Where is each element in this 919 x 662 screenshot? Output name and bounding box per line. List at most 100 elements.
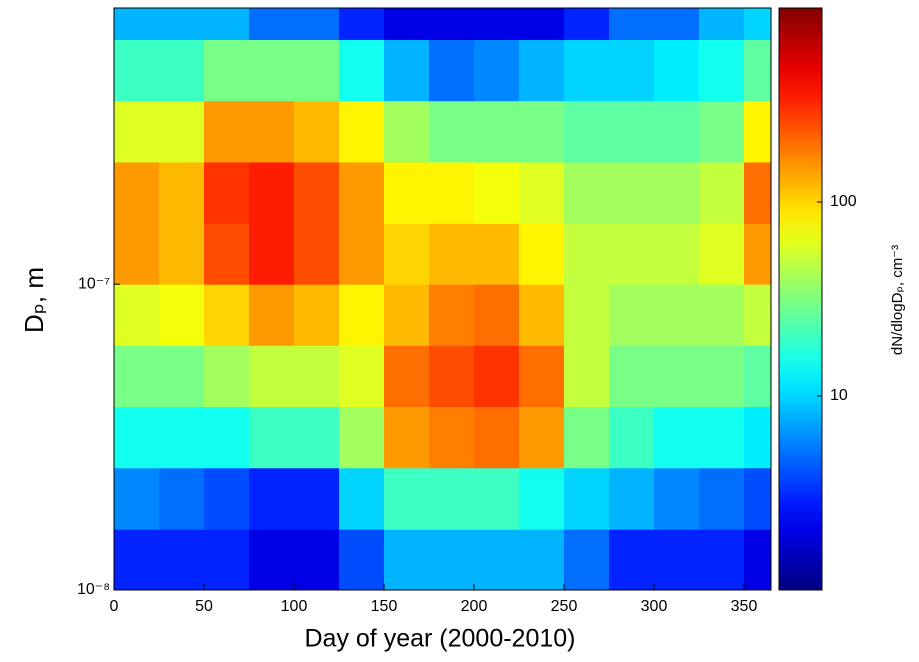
heatmap-cell xyxy=(294,406,340,469)
heatmap-cell xyxy=(474,406,520,469)
heatmap-cell xyxy=(294,467,340,530)
heatmap-cell xyxy=(204,8,250,41)
heatmap-cell xyxy=(654,467,700,530)
x-tick-label: 0 xyxy=(110,598,119,615)
heatmap-cell xyxy=(429,406,475,469)
heatmap-cell xyxy=(249,406,295,469)
heatmap-cell xyxy=(114,223,160,285)
heatmap-cell xyxy=(384,100,430,163)
heatmap-cell xyxy=(654,284,700,346)
heatmap-cell xyxy=(114,39,160,102)
heatmap-cell xyxy=(384,161,430,224)
heatmap-cell xyxy=(699,345,745,408)
heatmap-cell xyxy=(474,161,520,224)
heatmap-cell xyxy=(249,161,295,224)
heatmap-cell xyxy=(474,8,520,41)
heatmap-cell xyxy=(429,223,475,285)
heatmap-cell xyxy=(339,100,385,163)
heatmap-cell xyxy=(519,345,565,408)
heatmap-cell xyxy=(564,39,610,102)
heatmap-cell xyxy=(744,345,772,408)
heatmap-cell xyxy=(564,100,610,163)
heatmap-cell xyxy=(339,39,385,102)
heatmap-cell xyxy=(114,100,160,163)
y-tick-label: 10⁻⁸ xyxy=(77,581,110,598)
heatmap-cell xyxy=(519,8,565,41)
heatmap-cell xyxy=(114,284,160,346)
heatmap-cell xyxy=(384,284,430,346)
heatmap xyxy=(114,8,772,591)
heatmap-cell xyxy=(519,406,565,469)
heatmap-cell xyxy=(519,161,565,224)
heatmap-cell xyxy=(744,39,772,102)
heatmap-cell xyxy=(429,39,475,102)
heatmap-cell xyxy=(474,284,520,346)
heatmap-cell xyxy=(564,345,610,408)
heatmap-cell xyxy=(654,8,700,41)
heatmap-cell xyxy=(609,223,655,285)
heatmap-cell xyxy=(114,467,160,530)
colorbar-label: dN/dlogDₚ, cm⁻³ xyxy=(889,245,906,355)
heatmap-cell xyxy=(114,406,160,469)
heatmap-cell xyxy=(339,8,385,41)
heatmap-cell xyxy=(204,39,250,102)
x-tick-label: 250 xyxy=(551,598,578,615)
heatmap-cell xyxy=(204,100,250,163)
heatmap-cell xyxy=(204,345,250,408)
heatmap-cell xyxy=(249,8,295,41)
y-axis-label: Dₚ, m xyxy=(19,267,49,333)
heatmap-cell xyxy=(744,223,772,285)
heatmap-cell xyxy=(339,223,385,285)
heatmap-cell xyxy=(519,467,565,530)
heatmap-cell xyxy=(744,467,772,530)
x-tick-label: 200 xyxy=(461,598,488,615)
plot-frame xyxy=(113,7,772,591)
heatmap-cell xyxy=(159,161,205,224)
heatmap-cell xyxy=(609,161,655,224)
heatmap-cell xyxy=(699,284,745,346)
heatmap-cell xyxy=(609,406,655,469)
heatmap-cell xyxy=(744,8,772,41)
heatmap-cell xyxy=(654,39,700,102)
heatmap-cell xyxy=(699,529,745,591)
heatmap-cell xyxy=(204,284,250,346)
heatmap-cell xyxy=(654,223,700,285)
heatmap-cell xyxy=(699,467,745,530)
heatmap-cell xyxy=(384,406,430,469)
heatmap-cell xyxy=(384,223,430,285)
heatmap-cell xyxy=(474,223,520,285)
heatmap-cell xyxy=(429,161,475,224)
heatmap-cell xyxy=(744,100,772,163)
heatmap-cell xyxy=(564,161,610,224)
heatmap-cell xyxy=(204,406,250,469)
heatmap-cell xyxy=(744,161,772,224)
heatmap-cell xyxy=(564,284,610,346)
heatmap-cell xyxy=(384,467,430,530)
heatmap-cell xyxy=(294,39,340,102)
heatmap-cell xyxy=(564,223,610,285)
heatmap-cell xyxy=(159,406,205,469)
heatmap-cell xyxy=(744,529,772,591)
colorbar-tick-label: 100 xyxy=(830,193,857,210)
heatmap-cell xyxy=(294,284,340,346)
heatmap-cell xyxy=(564,529,610,591)
heatmap-cell xyxy=(114,161,160,224)
heatmap-cell xyxy=(249,529,295,591)
heatmap-cell xyxy=(249,345,295,408)
heatmap-cell xyxy=(429,345,475,408)
x-tick-label: 100 xyxy=(281,598,308,615)
heatmap-cell xyxy=(699,223,745,285)
heatmap-cell xyxy=(204,529,250,591)
heatmap-cell xyxy=(609,467,655,530)
heatmap-cell xyxy=(609,100,655,163)
heatmap-cell xyxy=(339,467,385,530)
heatmap-cell xyxy=(384,8,430,41)
heatmap-cell xyxy=(429,467,475,530)
heatmap-cell xyxy=(294,161,340,224)
heatmap-cell xyxy=(204,467,250,530)
heatmap-cell xyxy=(699,161,745,224)
heatmap-cell xyxy=(609,284,655,346)
heatmap-cell xyxy=(159,39,205,102)
heatmap-cell xyxy=(294,345,340,408)
